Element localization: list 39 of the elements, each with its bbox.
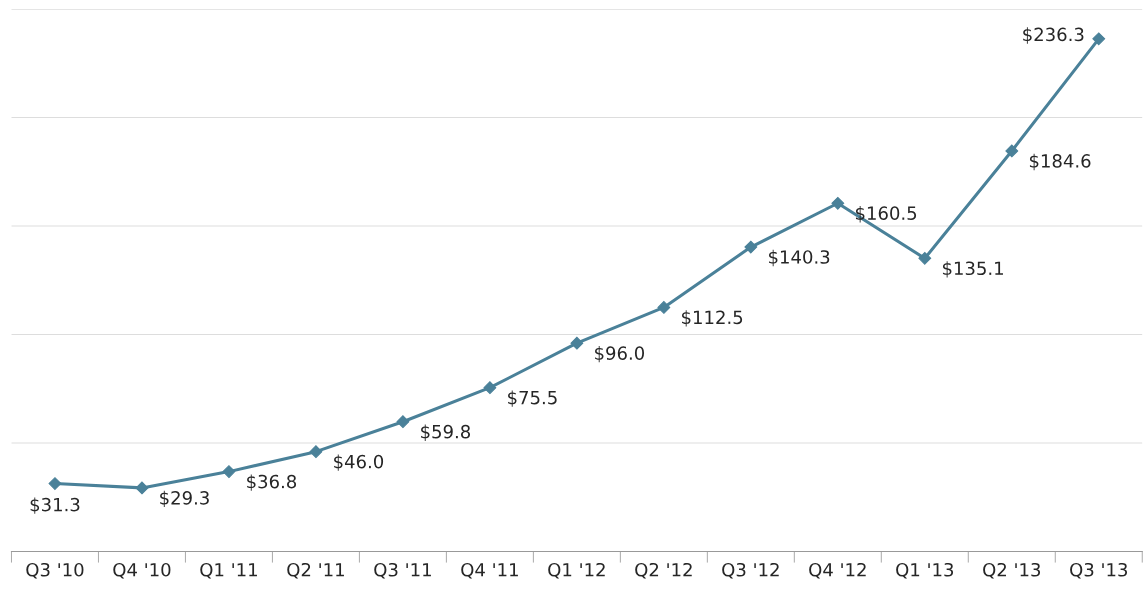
x-tick-label: Q3 '11 bbox=[374, 562, 431, 579]
point bbox=[657, 300, 671, 314]
x-tick-label: Q1 '13 bbox=[896, 562, 954, 579]
data-label: $31.3 bbox=[30, 497, 80, 514]
point bbox=[570, 336, 584, 350]
point bbox=[222, 465, 236, 479]
data-label: $135.1 bbox=[942, 261, 1003, 278]
x-tick-label: Q1 '12 bbox=[548, 562, 605, 579]
point bbox=[48, 477, 62, 490]
x-tick-label: Q3 '10 bbox=[26, 562, 84, 579]
point bbox=[1005, 144, 1019, 158]
x-tick-label: Q1 '11 bbox=[200, 562, 257, 579]
data-label: $59.8 bbox=[421, 424, 471, 441]
point bbox=[744, 240, 758, 254]
data-label: $29.3 bbox=[160, 490, 209, 508]
point bbox=[831, 196, 845, 210]
data-label: $36.8 bbox=[247, 474, 297, 491]
x-tick-label: Q4 '10 bbox=[113, 562, 171, 579]
x-tick-label: Q2 '13 bbox=[983, 562, 1041, 579]
x-tick-label: Q4 '11 bbox=[461, 562, 518, 579]
data-label: $184.6 bbox=[1029, 153, 1091, 171]
data-label: $46.0 bbox=[334, 454, 384, 471]
data-label: $75.5 bbox=[508, 390, 557, 407]
x-tick-label: Q2 '12 bbox=[635, 562, 692, 579]
data-label: $112.5 bbox=[682, 310, 743, 327]
data-label: $140.3 bbox=[769, 249, 830, 267]
point bbox=[1092, 32, 1106, 46]
point bbox=[918, 251, 932, 265]
x-tick-label: Q2 '11 bbox=[287, 562, 344, 579]
x-tick-label: Q3 '13 bbox=[1070, 562, 1128, 579]
x-tick-label: Q4 '12 bbox=[809, 562, 866, 579]
point bbox=[396, 415, 410, 429]
point bbox=[135, 481, 149, 495]
data-label: $96.0 bbox=[595, 345, 645, 363]
x-tick-label: Q3 '12 bbox=[722, 562, 779, 579]
data-label: $236.3 bbox=[1023, 27, 1084, 44]
point bbox=[309, 445, 323, 459]
data-label: $160.5 bbox=[855, 206, 917, 223]
point bbox=[483, 381, 497, 395]
